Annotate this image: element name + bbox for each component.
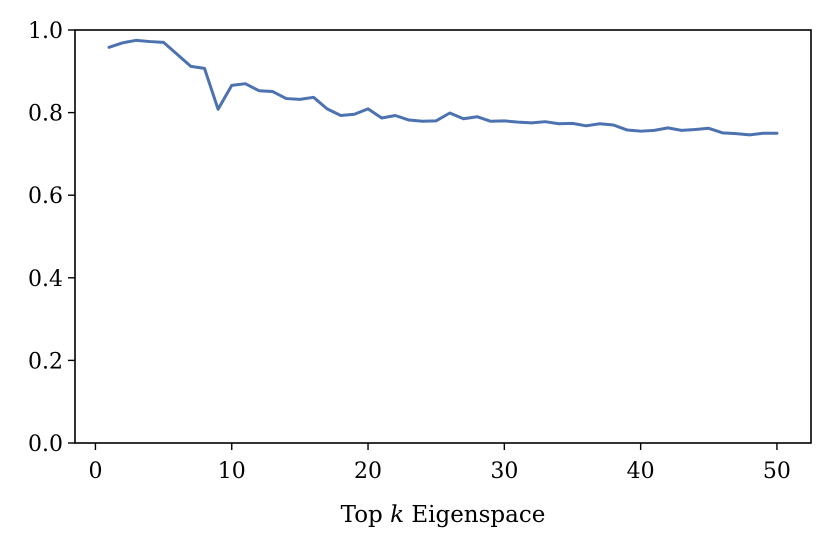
y-tick-label: 0.2 <box>28 349 63 374</box>
x-tick-label: 30 <box>490 459 518 484</box>
x-tick-label: 50 <box>763 459 791 484</box>
x-axis-label-suffix: Eigenspace <box>404 502 545 528</box>
x-tick-label: 40 <box>627 459 655 484</box>
y-tick-label: 0.6 <box>28 184 63 209</box>
x-tick-label: 0 <box>88 459 102 484</box>
y-tick-label: 0.8 <box>28 102 63 127</box>
x-axis-label-variable: k <box>390 502 404 528</box>
plot-frame <box>74 29 812 444</box>
y-tick-label: 0.4 <box>28 267 63 292</box>
x-axis-label-prefix: Top <box>341 502 390 528</box>
x-tick-label: 10 <box>218 459 246 484</box>
y-tick-label: 1.0 <box>28 19 63 44</box>
ticks-layer: 0 10 20 30 40 50 0.0 0.2 0.4 0.6 0.8 1.0 <box>28 19 791 484</box>
x-axis-label: Top k Eigenspace <box>341 502 546 528</box>
series-layer <box>107 38 779 137</box>
y-tick-label: 0.0 <box>28 432 63 457</box>
series-line <box>107 38 779 137</box>
x-tick-label: 20 <box>354 459 382 484</box>
